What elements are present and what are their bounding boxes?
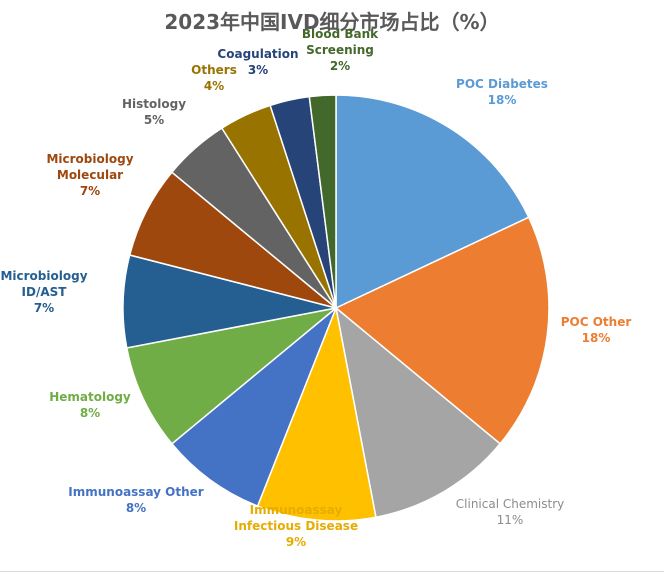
bottom-divider (0, 571, 664, 572)
pie-slice-blood-bank-screening (308, 94, 337, 309)
data-label-name: Histology (122, 97, 186, 111)
data-label-clinical-chemistry: Clinical Chemistry 11% (456, 497, 564, 527)
data-label-microbiology-id-ast: Microbiology ID/AST 7% (0, 269, 87, 315)
pie-slice-immunoassay-other (170, 307, 337, 508)
data-label-value: 18% (488, 93, 517, 107)
pie-slice-poc-diabetes (335, 94, 530, 310)
pie-slice-hematology (125, 307, 337, 445)
data-label-name: Others (191, 63, 237, 77)
chart-title: 2023年中国IVD细分市场占比（%） (164, 10, 499, 34)
data-label-name: POC Diabetes (456, 77, 548, 91)
pie-slice-poc-other (334, 216, 550, 445)
data-label-value: 4% (204, 79, 224, 93)
data-label-value: 2% (330, 59, 350, 73)
data-label-hematology: Hematology 8% (49, 390, 131, 420)
data-label-name: Hematology (49, 390, 131, 404)
data-label-poc-other: POC Other 18% (561, 315, 632, 345)
data-label-histology: Histology 5% (122, 97, 186, 127)
data-label-name: Screening (306, 43, 374, 57)
data-label-name: Clinical Chemistry (456, 497, 564, 511)
data-label-name: Molecular (57, 168, 123, 182)
data-label-poc-diabetes: POC Diabetes 18% (456, 77, 548, 107)
pie-labels: POC Diabetes 18% POC Other 18% Clinical Chem… (0, 27, 631, 549)
data-label-name: ID/AST (22, 285, 68, 299)
data-label-immunoassay-infectious-disease: Immunoassay Infectious Disease 9% (234, 503, 358, 549)
data-label-value: 8% (80, 406, 100, 420)
pie-slices (122, 94, 550, 522)
data-label-value: 7% (80, 184, 100, 198)
data-label-microbiology-molecular: Microbiology Molecular 7% (46, 152, 133, 198)
data-label-coagulation: Coagulation 3% (217, 47, 298, 77)
data-label-name: Coagulation (217, 47, 298, 61)
data-label-others: Others 4% (191, 63, 237, 93)
data-label-value: 9% (286, 535, 306, 549)
data-label-name: Blood Bank (302, 27, 379, 41)
data-label-name: Microbiology (46, 152, 133, 166)
pie-slice-immunoassay-infectious-disease (256, 305, 377, 522)
pie-slice-clinical-chemistry (334, 306, 502, 519)
data-label-value: 7% (34, 301, 54, 315)
data-label-name: Infectious Disease (234, 519, 358, 533)
data-label-name: Microbiology (0, 269, 87, 283)
data-label-value: 5% (144, 113, 164, 127)
data-label-name: Immunoassay Other (68, 485, 204, 499)
data-label-value: 3% (248, 63, 268, 77)
data-label-value: 18% (582, 331, 611, 345)
data-label-name: POC Other (561, 315, 632, 329)
data-label-value: 8% (126, 501, 146, 515)
data-label-name: Immunoassay (250, 503, 343, 517)
data-label-value: 11% (497, 513, 524, 527)
data-label-blood-bank-screening: Blood Bank Screening 2% (302, 27, 379, 73)
data-label-immunoassay-other: Immunoassay Other 8% (68, 485, 204, 515)
